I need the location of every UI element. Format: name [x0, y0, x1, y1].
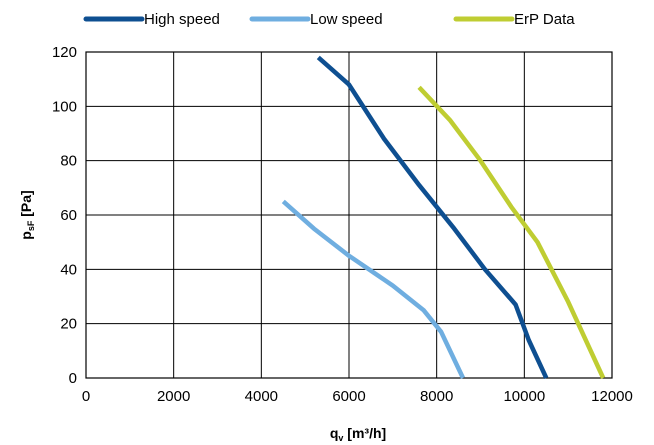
- plot-border: [85, 51, 613, 379]
- legend-label-3: ErP Data: [514, 11, 575, 28]
- y-tick-label: 0: [69, 370, 77, 387]
- y-axis-label: psF [Pa]: [18, 190, 36, 239]
- series-line-2: [281, 199, 466, 379]
- y-tick-label: 120: [52, 44, 77, 61]
- grid: [85, 51, 613, 379]
- x-tick-label: 8000: [420, 388, 453, 405]
- plot-frame: [85, 51, 613, 379]
- x-axis-label: qv [m³/h]: [330, 425, 386, 443]
- y-tick-label: 40: [60, 261, 77, 278]
- legend-label-2: Low speed: [310, 11, 383, 28]
- x-axis-label-sub: v: [338, 433, 343, 443]
- y-tick-label: 100: [52, 98, 77, 115]
- y-tick-label: 60: [60, 207, 77, 224]
- x-axis-label-main: q: [330, 425, 339, 441]
- x-tick-label: 0: [82, 388, 90, 405]
- legend-label-1: High speed: [144, 11, 220, 28]
- x-tick-label: 4000: [245, 388, 278, 405]
- x-tick-label: 10000: [503, 388, 545, 405]
- y-tick-label: 20: [60, 316, 77, 333]
- x-axis-ticks: 0 2000 4000 6000 8000 10000 12000: [82, 388, 633, 405]
- x-tick-label: 2000: [157, 388, 190, 405]
- series-line-1: [316, 55, 549, 379]
- y-axis-ticks: 0 20 40 60 80 100 120: [52, 44, 77, 387]
- x-tick-label: 12000: [591, 388, 633, 405]
- legend: High speed Low speed ErP Data: [83, 11, 575, 28]
- y-axis-label-unit: [Pa]: [18, 190, 34, 220]
- y-axis-label-sub: sF: [26, 220, 36, 231]
- series-line-3: [417, 85, 606, 379]
- x-tick-label: 6000: [332, 388, 365, 405]
- x-axis-label-unit: [m³/h]: [343, 425, 386, 441]
- y-tick-label: 80: [60, 153, 77, 170]
- series-layer: [281, 55, 606, 379]
- y-axis-label-main: p: [18, 231, 34, 240]
